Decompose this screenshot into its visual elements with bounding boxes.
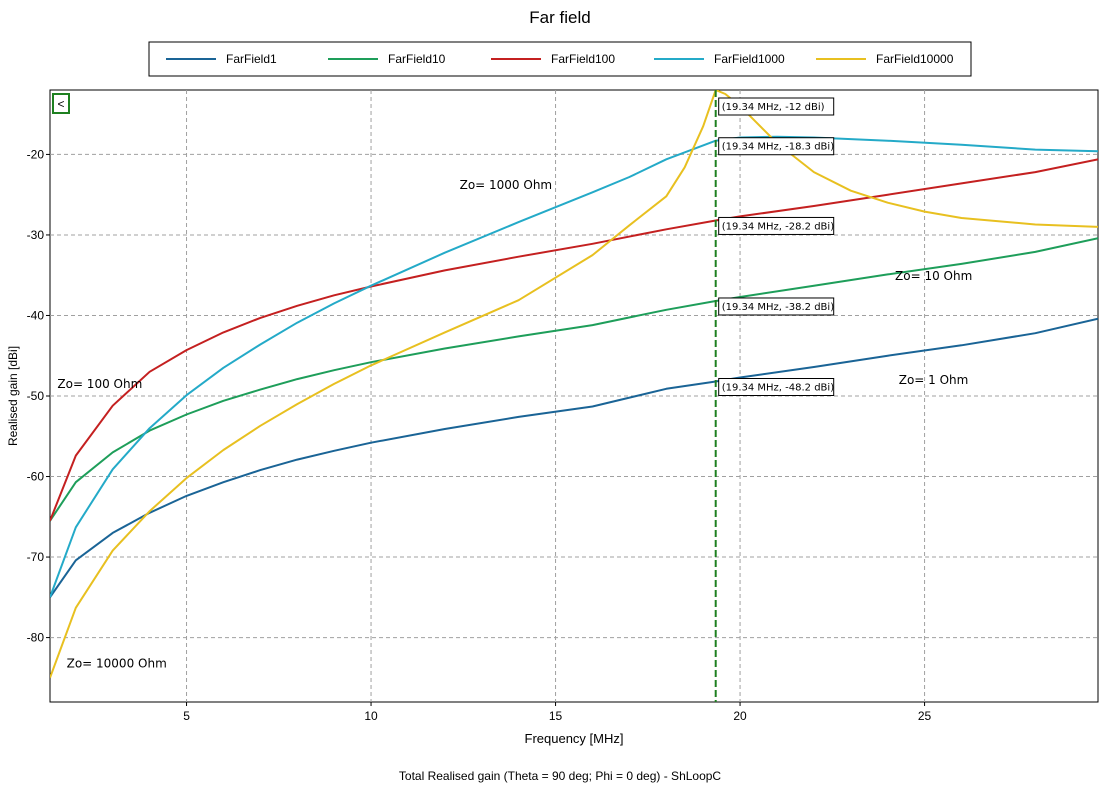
curve-annotation: Zo= 10000 Ohm xyxy=(67,656,167,670)
legend-label-FarField1000: FarField1000 xyxy=(714,52,785,66)
legend-label-FarField10: FarField10 xyxy=(388,52,446,66)
marker-label-box xyxy=(718,97,835,116)
marker-label: (19.34 MHz, -18.3 dBi) xyxy=(722,142,835,153)
y-axis-label: Realised gain [dBi] xyxy=(6,346,20,446)
marker-label-box xyxy=(718,137,835,156)
collapse-button-label: < xyxy=(57,97,64,111)
series-line-FarField1 xyxy=(50,317,1098,598)
marker-label-box xyxy=(718,216,835,235)
chart-title: Far field xyxy=(529,8,590,27)
y-tick-label: -20 xyxy=(27,147,45,161)
y-tick-label: -30 xyxy=(27,228,45,242)
x-tick-label: 5 xyxy=(183,709,190,723)
plot-area xyxy=(49,89,1099,703)
x-tick-label: 15 xyxy=(549,709,563,723)
series-line-FarField1000 xyxy=(50,135,1098,598)
curve-annotation: Zo= 1000 Ohm xyxy=(460,178,553,192)
curve-annotation: Zo= 1 Ohm xyxy=(899,373,969,387)
curve-annotation: Zo= 100 Ohm xyxy=(57,377,142,391)
marker-label: (19.34 MHz, -12 dBi) xyxy=(722,102,825,113)
x-axis-label: Frequency [MHz] xyxy=(525,731,624,746)
collapse-button[interactable]: < xyxy=(52,93,70,114)
legend-label-FarField1: FarField1 xyxy=(226,52,277,66)
legend-label-FarField100: FarField100 xyxy=(551,52,615,66)
y-tick-label: -40 xyxy=(27,308,45,322)
marker-label: (19.34 MHz, -48.2 dBi) xyxy=(722,383,835,394)
x-tick-label: 20 xyxy=(733,709,747,723)
y-tick-label: -70 xyxy=(27,550,45,564)
series-line-FarField10 xyxy=(50,237,1098,522)
series-line-FarField100 xyxy=(50,158,1098,522)
marker-label: (19.34 MHz, -28.2 dBi) xyxy=(722,221,835,232)
legend-label-FarField10000: FarField10000 xyxy=(876,52,954,66)
series-line-FarField10000 xyxy=(50,90,1098,679)
x-tick-label: 25 xyxy=(918,709,932,723)
marker-label-box xyxy=(718,378,835,397)
marker-label-box xyxy=(718,297,835,316)
chart-footer: Total Realised gain (Theta = 90 deg; Phi… xyxy=(399,769,722,783)
curve-annotation: Zo= 10 Ohm xyxy=(895,269,972,283)
x-tick-label: 10 xyxy=(364,709,378,723)
legend: FarField1 FarField10 FarField100 FarField10… xyxy=(148,41,972,77)
y-tick-label: -80 xyxy=(27,631,45,645)
y-tick-label: -60 xyxy=(27,470,45,484)
y-tick-label: -50 xyxy=(27,389,45,403)
marker-label: (19.34 MHz, -38.2 dBi) xyxy=(722,302,835,313)
